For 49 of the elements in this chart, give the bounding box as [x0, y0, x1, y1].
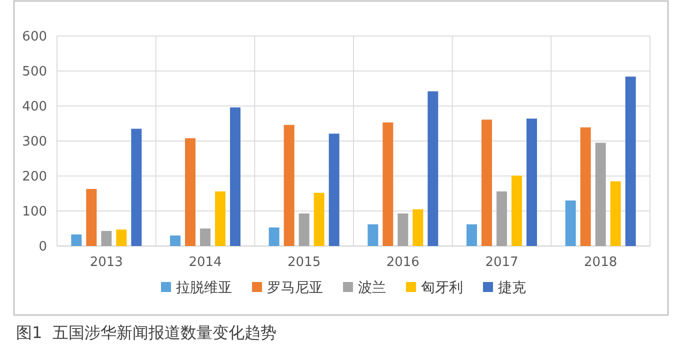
bar	[625, 76, 636, 246]
bar	[268, 227, 280, 246]
y-tick-label: 600	[22, 30, 47, 44]
caption: 图1 五国涉华新闻报道数量变化趋势	[16, 323, 276, 342]
bar	[314, 192, 324, 246]
bar	[382, 122, 394, 246]
x-tick-label: 2014	[188, 255, 222, 270]
bar	[328, 134, 340, 246]
bar	[86, 188, 97, 246]
legend-label: 拉脱维亚	[176, 280, 232, 296]
bar	[610, 181, 621, 246]
legend-label: 匈牙利	[421, 280, 463, 296]
y-tick-label: 100	[22, 204, 47, 220]
bar	[466, 224, 477, 246]
x-tick-label: 2013	[90, 255, 123, 270]
legend-label: 捷克	[498, 280, 526, 296]
x-tick-label: 2018	[584, 255, 618, 270]
bar	[512, 176, 522, 246]
bar	[565, 200, 576, 246]
bar	[412, 209, 424, 246]
bar	[526, 118, 537, 246]
y-tick-label: 500	[22, 64, 47, 80]
y-tick-label: 0	[38, 240, 47, 254]
bar	[101, 230, 112, 246]
bar	[200, 228, 210, 246]
bar	[595, 142, 606, 246]
y-tick-label: 400	[22, 100, 47, 114]
legend-label: 波兰	[358, 280, 386, 296]
bar	[116, 230, 127, 246]
bar	[496, 191, 507, 246]
y-tick-label: 200	[22, 170, 47, 184]
y-tick-label: 300	[22, 134, 47, 150]
bar	[215, 191, 226, 246]
x-tick-label: 2016	[386, 255, 420, 270]
legend-label: 罗马尼亚	[267, 280, 323, 296]
bar	[71, 234, 82, 246]
bar	[298, 213, 310, 246]
bar	[482, 120, 492, 246]
x-tick-label: 2017	[485, 255, 518, 270]
x-tick-label: 2015	[288, 255, 321, 270]
bar	[580, 127, 591, 246]
bar	[398, 213, 408, 246]
bar	[428, 91, 438, 246]
bar	[368, 224, 378, 246]
bar	[170, 236, 180, 246]
bar	[284, 124, 294, 246]
bar	[230, 107, 240, 246]
bar	[131, 128, 142, 246]
bar	[185, 138, 196, 246]
